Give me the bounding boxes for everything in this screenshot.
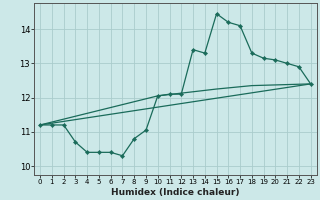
X-axis label: Humidex (Indice chaleur): Humidex (Indice chaleur) bbox=[111, 188, 240, 197]
